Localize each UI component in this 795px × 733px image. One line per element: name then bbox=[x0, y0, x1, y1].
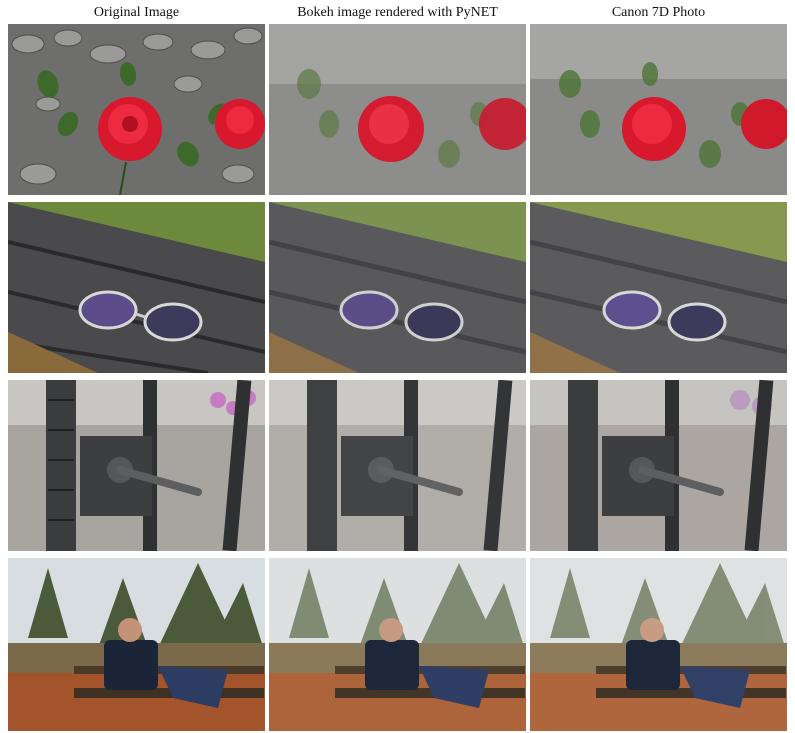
image-gate-original bbox=[8, 380, 265, 551]
image-roses-original bbox=[8, 24, 265, 195]
image-glasses-pynet bbox=[269, 202, 526, 373]
image-glasses-canon bbox=[530, 202, 787, 373]
image-park-canon bbox=[530, 558, 787, 731]
image-gate-canon bbox=[530, 380, 787, 551]
image-grid bbox=[8, 24, 787, 733]
image-gate-pynet bbox=[269, 380, 526, 551]
image-roses-canon bbox=[530, 24, 787, 195]
image-park-original bbox=[8, 558, 265, 731]
image-park-pynet bbox=[269, 558, 526, 731]
column-header-original: Original Image bbox=[93, 5, 180, 20]
column-headers: Original Image Bokeh image rendered with… bbox=[8, 4, 787, 22]
column-header-canon: Canon 7D Photo bbox=[611, 5, 706, 20]
image-glasses-original bbox=[8, 202, 265, 373]
column-header-pynet: Bokeh image rendered with PyNET bbox=[297, 5, 498, 20]
image-roses-pynet bbox=[269, 24, 526, 195]
